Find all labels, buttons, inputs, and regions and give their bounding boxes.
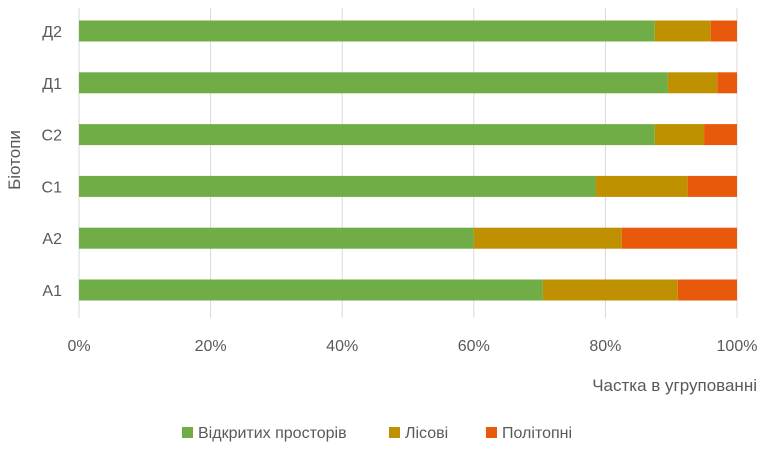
- bar-segment: [710, 20, 737, 42]
- x-axis-label: Частка в угрупованні: [592, 376, 757, 395]
- bar-segment: [79, 20, 655, 42]
- x-tick-label: 20%: [195, 338, 227, 355]
- category-label: С2: [42, 128, 63, 145]
- bar-segment: [79, 72, 668, 94]
- category-labels: Д2 Д1 С2 С1 А2 А1: [42, 24, 63, 300]
- legend-label: Лісові: [405, 425, 448, 442]
- bar-segment: [79, 279, 543, 301]
- bar-segment: [595, 175, 688, 197]
- x-tick-label: 100%: [717, 338, 758, 355]
- bar-segment: [687, 175, 737, 197]
- category-label: А1: [42, 283, 62, 300]
- category-label: Д1: [42, 76, 62, 93]
- bar-segment: [79, 227, 474, 249]
- bar-segment: [79, 124, 655, 146]
- bar-segment: [654, 124, 705, 146]
- bar-segment: [473, 227, 622, 249]
- bar-segment: [704, 124, 737, 146]
- x-tick-label: 40%: [326, 338, 358, 355]
- bar-segment: [654, 20, 711, 42]
- bar-segment: [542, 279, 678, 301]
- legend-swatch: [182, 427, 193, 438]
- bars: [79, 20, 737, 301]
- legend-swatch: [486, 427, 497, 438]
- gridlines: [78, 8, 738, 318]
- bar-segment: [621, 227, 737, 249]
- x-tick-labels: 0% 20% 40% 60% 80% 100%: [67, 338, 757, 355]
- x-tick-label: 60%: [458, 338, 490, 355]
- x-tick-label: 0%: [67, 338, 90, 355]
- category-label: С1: [42, 179, 63, 196]
- legend-label: Відкритих просторів: [198, 425, 347, 442]
- category-label: Д2: [42, 24, 62, 41]
- bar-segment: [677, 279, 737, 301]
- bar-segment: [79, 175, 596, 197]
- x-tick-label: 80%: [589, 338, 621, 355]
- y-axis-label: Біотопи: [5, 130, 24, 190]
- legend-swatch: [389, 427, 400, 438]
- legend: Відкритих просторів Лісові Політопні: [182, 425, 572, 442]
- bar-segment: [717, 72, 737, 94]
- category-label: А2: [42, 231, 62, 248]
- bar-segment: [667, 72, 718, 94]
- legend-label: Політопні: [502, 425, 572, 442]
